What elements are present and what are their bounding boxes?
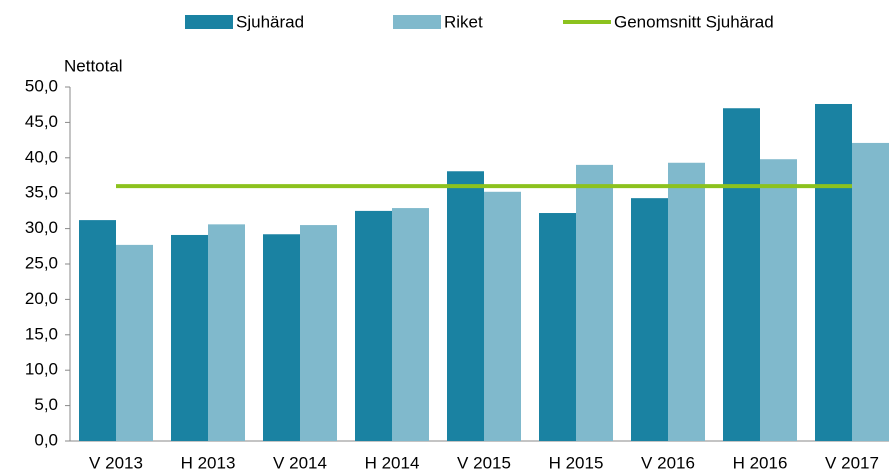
x-tick-label: H 2015 <box>549 453 604 472</box>
bar <box>668 162 705 442</box>
x-tick-label: V 2016 <box>641 453 695 472</box>
y-tick-label: 40,0 <box>25 147 58 166</box>
y-tick-label: 20,0 <box>25 289 58 308</box>
bar <box>208 224 245 441</box>
bar <box>852 142 889 441</box>
x-tick-label: H 2016 <box>733 453 788 472</box>
bar <box>539 213 576 441</box>
legend-label: Riket <box>444 12 483 31</box>
bar <box>263 234 300 441</box>
legend-swatch <box>393 15 441 29</box>
x-tick-label: V 2014 <box>273 453 327 472</box>
legend-swatch <box>185 15 233 29</box>
legend-label: Genomsnitt Sjuhärad <box>614 12 774 31</box>
x-tick-label: V 2017 <box>825 453 879 472</box>
bar <box>484 191 521 441</box>
x-tick-label: H 2014 <box>365 453 420 472</box>
bar <box>723 108 760 442</box>
bar <box>171 234 208 441</box>
bar <box>631 198 668 441</box>
bar <box>79 220 116 441</box>
x-tick-label: V 2015 <box>457 453 511 472</box>
y-tick-label: 0,0 <box>34 430 58 449</box>
y-axis-label: Nettotal <box>64 56 123 75</box>
bar <box>447 171 484 441</box>
x-tick-label: V 2013 <box>89 453 143 472</box>
legend-label: Sjuhärad <box>236 12 304 31</box>
bar <box>355 210 392 441</box>
bar <box>815 103 852 441</box>
y-tick-label: 50,0 <box>25 76 58 95</box>
y-tick-label: 15,0 <box>25 324 58 343</box>
y-tick-label: 45,0 <box>25 112 58 131</box>
bar <box>116 244 153 441</box>
bar <box>392 208 429 441</box>
y-tick-label: 5,0 <box>34 395 58 414</box>
y-tick-label: 30,0 <box>25 218 58 237</box>
x-tick-label: H 2013 <box>181 453 236 472</box>
bar <box>760 159 797 441</box>
bar <box>576 164 613 441</box>
bar <box>300 225 337 441</box>
y-tick-label: 35,0 <box>25 183 58 202</box>
y-tick-label: 25,0 <box>25 253 58 272</box>
y-tick-label: 10,0 <box>25 360 58 379</box>
